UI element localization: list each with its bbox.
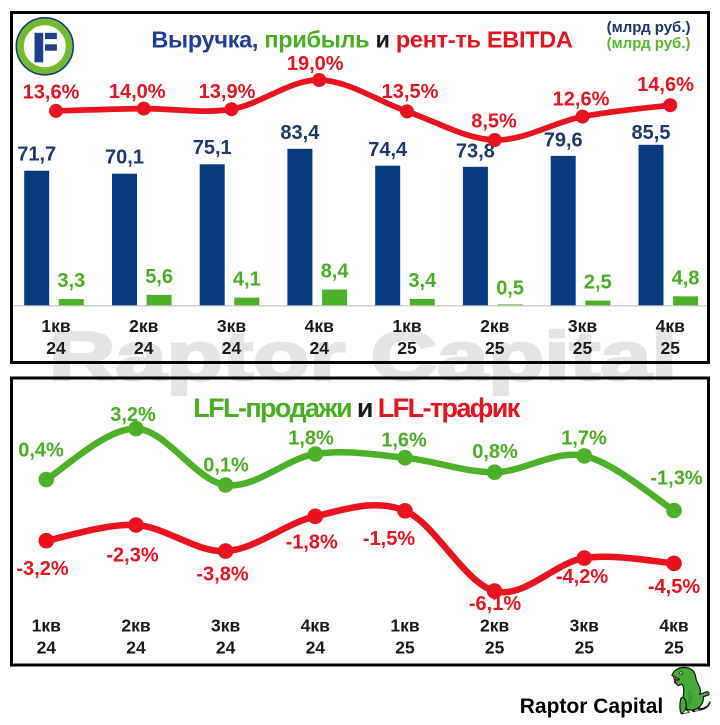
svg-text:1кв: 1кв: [41, 316, 70, 336]
svg-text:-6,1%: -6,1%: [469, 593, 521, 615]
svg-text:1кв: 1кв: [390, 616, 419, 636]
svg-text:2кв: 2кв: [129, 316, 158, 336]
svg-text:19,0%: 19,0%: [287, 53, 344, 75]
svg-text:25: 25: [397, 338, 417, 358]
svg-text:24: 24: [310, 338, 330, 358]
svg-text:4кв: 4кв: [659, 616, 688, 636]
svg-text:4кв: 4кв: [301, 616, 330, 636]
svg-text:3,3: 3,3: [57, 270, 85, 292]
svg-text:-2,3%: -2,3%: [106, 545, 158, 567]
svg-text:2кв: 2кв: [480, 616, 509, 636]
svg-text:25: 25: [664, 638, 684, 658]
svg-text:25: 25: [575, 638, 595, 658]
svg-text:12,6%: 12,6%: [553, 89, 610, 111]
svg-text:(млрд руб.): (млрд руб.): [607, 35, 691, 52]
svg-text:2,5: 2,5: [584, 272, 612, 294]
svg-text:75,1: 75,1: [193, 137, 232, 159]
svg-text:13,5%: 13,5%: [382, 81, 439, 103]
svg-text:-4,2%: -4,2%: [556, 566, 608, 588]
svg-text:70,1: 70,1: [105, 147, 144, 169]
svg-text:24: 24: [126, 638, 146, 658]
svg-text:-1,3%: -1,3%: [650, 468, 702, 490]
svg-text:Raptor Capital: Raptor Capital: [49, 318, 677, 395]
svg-text:8,4: 8,4: [321, 261, 350, 283]
svg-text:25: 25: [573, 338, 593, 358]
svg-text:1,8%: 1,8%: [288, 428, 334, 450]
svg-text:0,1%: 0,1%: [203, 455, 249, 477]
svg-text:Raptor Capital: Raptor Capital: [520, 695, 664, 718]
svg-text:-1,5%: -1,5%: [363, 528, 415, 550]
svg-text:13,9%: 13,9%: [199, 81, 256, 103]
svg-text:85,5: 85,5: [632, 122, 671, 144]
svg-text:3кв: 3кв: [211, 616, 240, 636]
svg-text:3,2%: 3,2%: [110, 404, 156, 426]
svg-text:-3,8%: -3,8%: [196, 564, 248, 586]
svg-text:3,4: 3,4: [408, 270, 437, 292]
svg-text:71,7: 71,7: [17, 144, 56, 166]
svg-text:4,8: 4,8: [672, 267, 700, 289]
svg-text:25: 25: [485, 638, 505, 658]
svg-text:3кв: 3кв: [570, 616, 599, 636]
svg-text:LFL-продажи и LFL-трафик: LFL-продажи и LFL-трафик: [193, 393, 521, 423]
svg-text:14,0%: 14,0%: [109, 81, 166, 103]
svg-text:5,6: 5,6: [145, 266, 173, 288]
svg-text:13,6%: 13,6%: [23, 81, 80, 103]
svg-text:8,5%: 8,5%: [471, 111, 517, 133]
svg-text:3кв: 3кв: [568, 316, 597, 336]
svg-text:73,8: 73,8: [456, 140, 495, 162]
svg-text:25: 25: [395, 638, 415, 658]
svg-text:1кв: 1кв: [392, 316, 421, 336]
svg-text:-1,8%: -1,8%: [286, 532, 338, 554]
svg-text:24: 24: [46, 338, 66, 358]
svg-text:4кв: 4кв: [305, 316, 334, 336]
svg-text:-3,2%: -3,2%: [16, 558, 68, 580]
svg-text:4кв: 4кв: [656, 316, 685, 336]
svg-text:24: 24: [306, 638, 326, 658]
svg-text:24: 24: [216, 638, 236, 658]
svg-text:1кв: 1кв: [32, 616, 61, 636]
svg-text:0,5: 0,5: [496, 278, 524, 300]
svg-text:79,6: 79,6: [544, 129, 583, 151]
svg-text:25: 25: [485, 338, 505, 358]
svg-text:1,6%: 1,6%: [381, 430, 427, 452]
svg-text:1,7%: 1,7%: [561, 428, 607, 450]
svg-text:-4,5%: -4,5%: [648, 576, 700, 598]
svg-text:25: 25: [661, 338, 681, 358]
svg-text:3кв: 3кв: [217, 316, 246, 336]
svg-text:74,4: 74,4: [368, 139, 408, 161]
svg-text:24: 24: [134, 338, 154, 358]
svg-text:83,4: 83,4: [280, 122, 320, 144]
svg-text:0,8%: 0,8%: [472, 441, 518, 463]
svg-text:24: 24: [37, 638, 57, 658]
svg-text:2кв: 2кв: [480, 316, 509, 336]
svg-text:24: 24: [222, 338, 242, 358]
svg-text:Выручка, прибыль и рент-ть EBI: Выручка, прибыль и рент-ть EBITDA: [151, 27, 573, 53]
svg-text:0,4%: 0,4%: [18, 440, 64, 462]
svg-text:4,1: 4,1: [233, 269, 261, 291]
svg-text:2кв: 2кв: [121, 616, 150, 636]
svg-text:(млрд руб.): (млрд руб.): [607, 19, 691, 36]
svg-text:14,6%: 14,6%: [637, 74, 694, 96]
